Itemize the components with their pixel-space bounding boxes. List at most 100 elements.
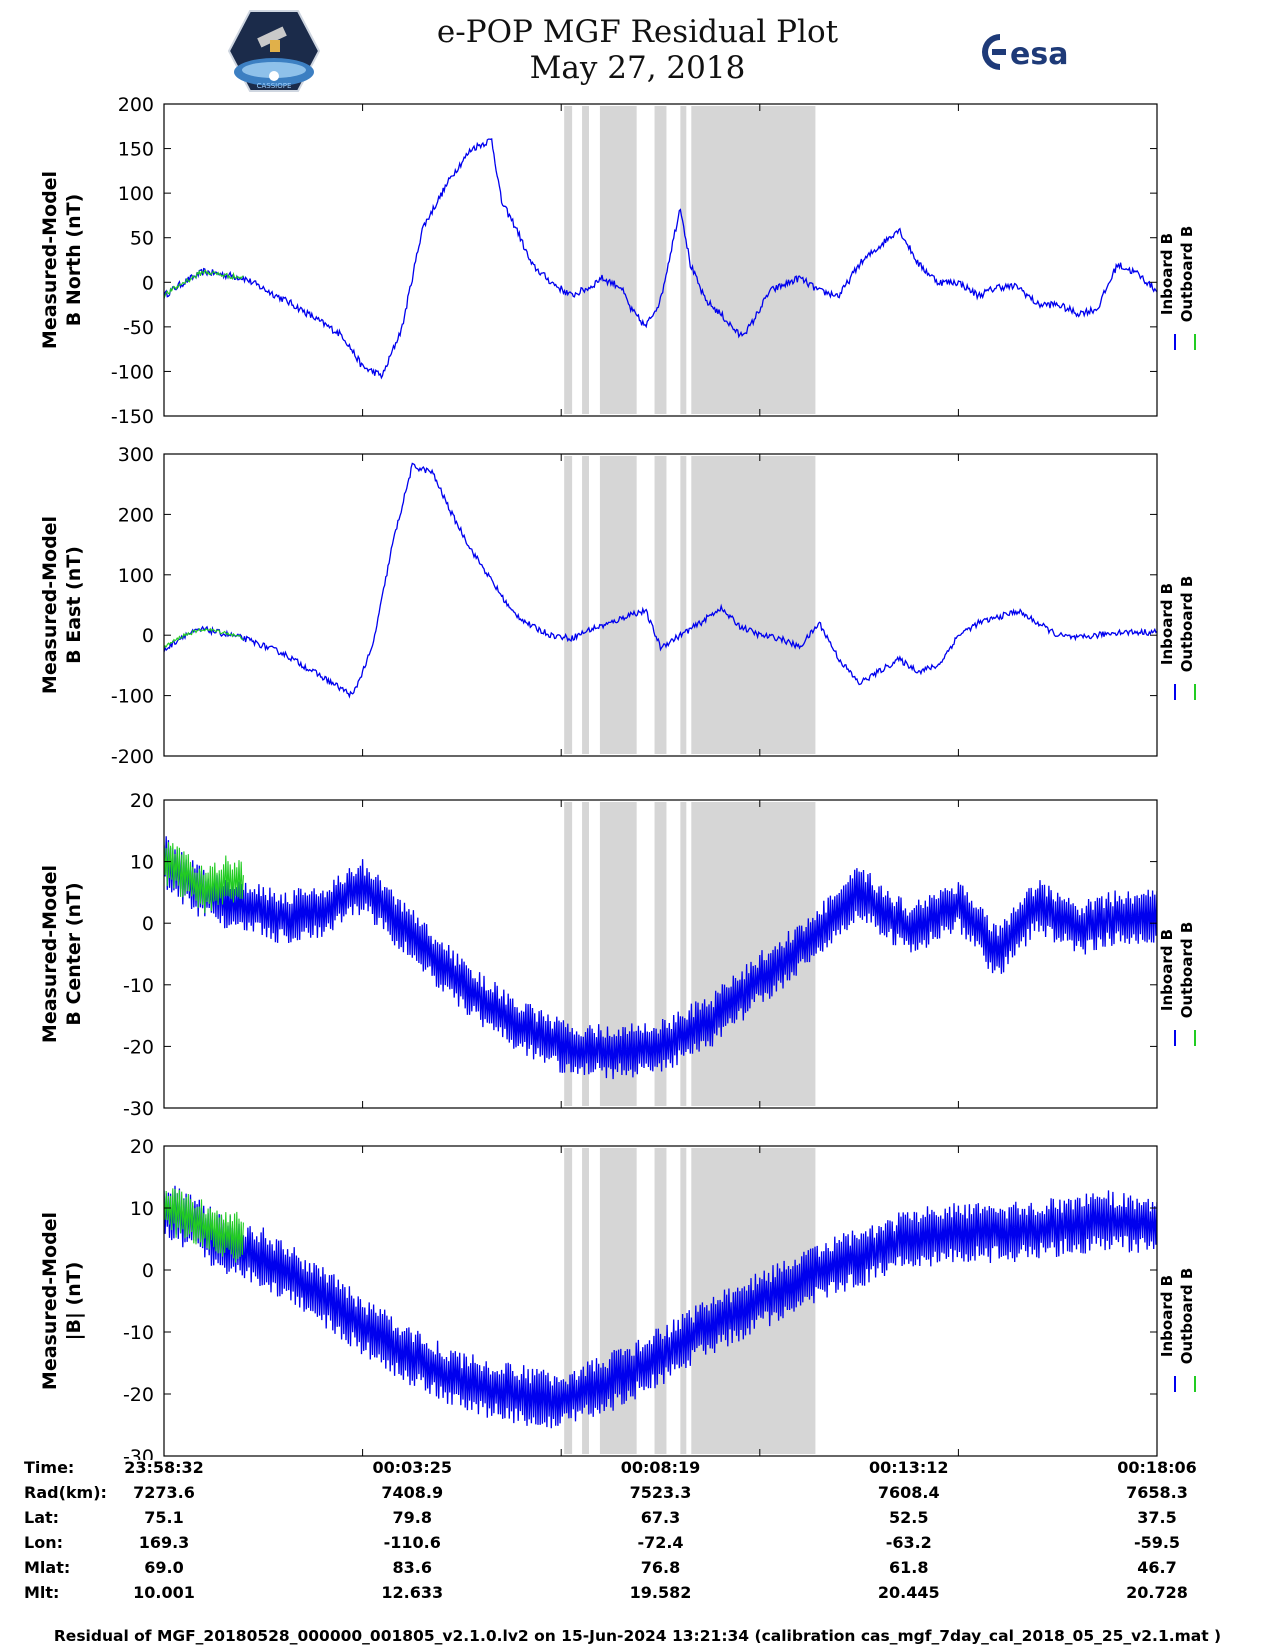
outboard-series-line xyxy=(164,627,244,649)
table-cell: -59.5 xyxy=(1133,1533,1181,1552)
table-cell: 00:18:06 xyxy=(1117,1458,1197,1477)
y-axis-label-line1: Measured-Model xyxy=(39,865,61,1043)
y-axis-label-line1: Measured-Model xyxy=(39,171,61,349)
table-row-label: Time: xyxy=(24,1458,75,1477)
table-cell: -110.6 xyxy=(383,1533,441,1552)
y-tick-label: -20 xyxy=(123,1384,154,1406)
y-axis-label-line2: |B| (nT) xyxy=(63,1262,85,1341)
y-tick-label: -50 xyxy=(123,317,154,339)
table-cell: 7658.3 xyxy=(1126,1483,1188,1502)
table-cell: 61.8 xyxy=(889,1558,929,1577)
table-cell: 00:13:12 xyxy=(868,1458,949,1477)
panel-0: 200 150 100 50 0 -50 -100 -150 Measured-Model B N… xyxy=(39,94,1196,428)
table-cell: 46.7 xyxy=(1137,1558,1177,1577)
y-tick-label: 100 xyxy=(118,183,154,205)
table-cell: 7273.6 xyxy=(133,1483,195,1502)
chart-title: e-POP MGF Residual Plot May 27, 2018 xyxy=(0,14,1275,86)
plot-frame xyxy=(163,103,1158,417)
table-cell: 52.5 xyxy=(889,1508,929,1527)
y-tick-label: 300 xyxy=(118,444,154,466)
outboard-series-line xyxy=(164,839,244,914)
y-tick-label: -100 xyxy=(111,361,154,383)
y-axis-label: Measured-Model B East (nT) xyxy=(39,516,85,694)
y-tick-label: -30 xyxy=(123,1446,154,1460)
data-gap-band xyxy=(680,802,687,1106)
table-cell: 23:58:32 xyxy=(124,1458,204,1477)
legend-outboard-label: Outboard B xyxy=(1178,576,1196,673)
table-cell: 75.1 xyxy=(144,1508,184,1527)
title-line-2: May 27, 2018 xyxy=(529,50,746,86)
outboard-series-line xyxy=(164,1188,244,1263)
data-gap-band xyxy=(582,802,590,1106)
table-row-label: Mlat: xyxy=(24,1558,71,1577)
legend-outboard-label: Outboard B xyxy=(1178,1268,1196,1365)
table-row-label: Rad(km): xyxy=(24,1483,107,1502)
legend-outboard-label: Outboard B xyxy=(1178,226,1196,323)
table-cell: 19.582 xyxy=(629,1583,692,1602)
y-tick-label: 20 xyxy=(130,790,154,812)
data-gap-band xyxy=(582,106,590,414)
table-cell: 10.001 xyxy=(133,1583,195,1602)
table-cell: 37.5 xyxy=(1137,1508,1177,1527)
table-cell: 12.633 xyxy=(381,1583,444,1602)
data-gap-band xyxy=(654,456,667,754)
inboard-series-line xyxy=(164,138,1157,380)
y-tick-label: -100 xyxy=(111,686,154,708)
legend: Inboard B Outboard B xyxy=(1158,576,1196,673)
data-gap-band xyxy=(564,1148,573,1454)
y-axis-label: Measured-Model B Center (nT) xyxy=(39,865,85,1043)
y-tick-label: -10 xyxy=(123,975,154,997)
data-gap-band xyxy=(680,1148,687,1454)
y-tick-label: -150 xyxy=(111,406,154,428)
cassiope-logo: CASSIOPE xyxy=(228,10,320,92)
y-tick-label: -20 xyxy=(123,1036,154,1058)
data-gap-band xyxy=(599,456,637,754)
y-tick-label: 0 xyxy=(142,1260,154,1282)
data-gap-band xyxy=(654,106,667,414)
table-cell: 00:03:25 xyxy=(372,1458,453,1477)
table-cell: 67.3 xyxy=(640,1508,681,1527)
legend: Inboard B Outboard B xyxy=(1158,1268,1196,1365)
inboard-series-line xyxy=(164,836,1157,1080)
y-axis-label-line2: B Center (nT) xyxy=(63,882,85,1025)
y-axis-label-line1: Measured-Model xyxy=(39,516,61,694)
y-tick-label: 20 xyxy=(130,1136,154,1158)
table-cell: 79.8 xyxy=(392,1508,432,1527)
data-gap-band xyxy=(599,106,637,414)
y-tick-label: 10 xyxy=(130,852,154,874)
data-gap-band xyxy=(691,456,816,754)
legend-outboard-label: Outboard B xyxy=(1178,922,1196,1019)
table-cell: 00:08:19 xyxy=(620,1458,701,1477)
table-cell: 7408.9 xyxy=(381,1483,444,1502)
y-tick-label: -30 xyxy=(123,1098,154,1120)
plot-frame xyxy=(163,453,1158,757)
table-cell: -72.4 xyxy=(637,1533,684,1552)
esa-logo: esa xyxy=(982,34,1068,72)
data-gap-band xyxy=(582,1148,590,1454)
table-cell: 20.445 xyxy=(877,1583,940,1602)
table-cell: 83.6 xyxy=(392,1558,432,1577)
legend-inboard-label: Inboard B xyxy=(1158,583,1176,665)
data-gap-band xyxy=(582,456,590,754)
orbit-table: Time: Rad(km): Lat: Lon: Mlat: Mlt: 23:58:32 72… xyxy=(0,1458,1275,1628)
data-gap-band xyxy=(680,456,687,754)
y-tick-label: 0 xyxy=(142,625,154,647)
legend-inboard-label: Inboard B xyxy=(1158,233,1176,315)
inboard-series-line xyxy=(164,1185,1157,1429)
data-gap-band xyxy=(654,1148,667,1454)
y-axis-label: Measured-Model |B| (nT) xyxy=(39,1212,85,1390)
table-row-label: Lon: xyxy=(24,1533,63,1552)
esa-logo-text: esa xyxy=(1010,37,1068,72)
cassiope-logo-text: CASSIOPE xyxy=(257,82,292,90)
inboard-series-line xyxy=(164,462,1157,699)
plot-frame xyxy=(163,799,1158,1109)
y-tick-label: -10 xyxy=(123,1322,154,1344)
y-tick-label: 200 xyxy=(118,94,154,116)
y-tick-label: 50 xyxy=(130,228,154,250)
y-tick-label: 0 xyxy=(142,272,154,294)
y-tick-label: 200 xyxy=(118,504,154,526)
y-tick-label: 0 xyxy=(142,913,154,935)
table-cell: 69.0 xyxy=(144,1558,184,1577)
y-tick-label: -200 xyxy=(111,746,154,768)
